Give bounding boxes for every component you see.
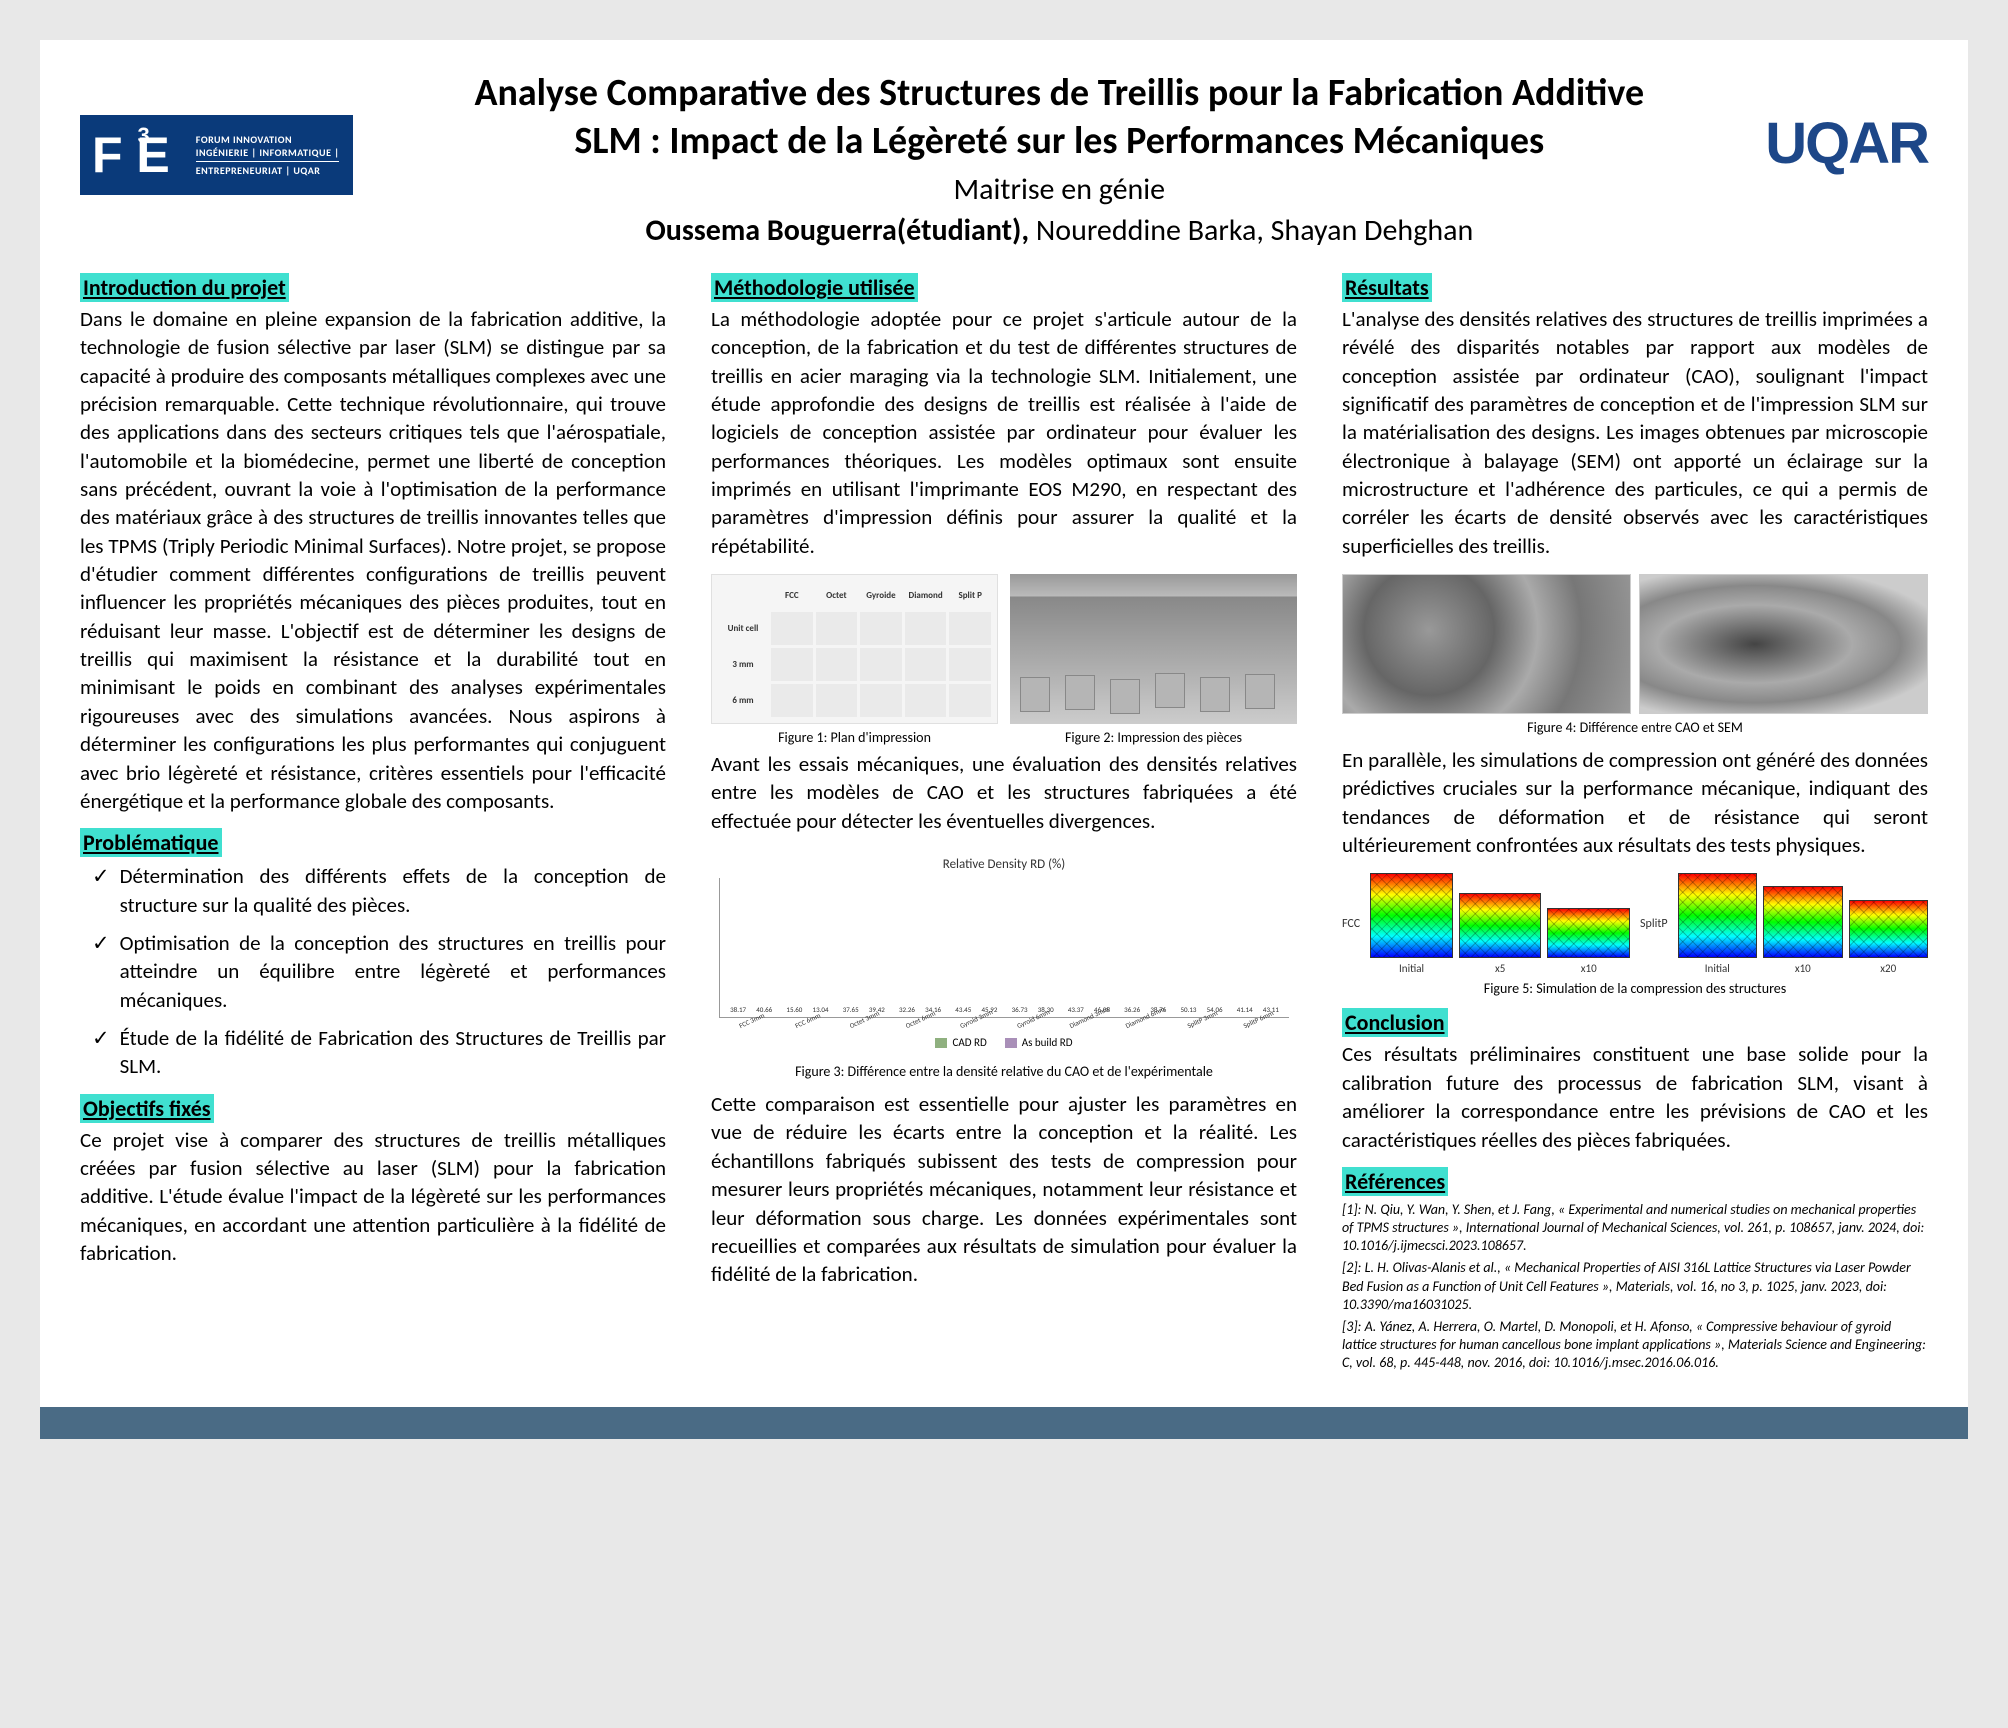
- fig3-caption: Figure 3: Différence entre la densité re…: [711, 1063, 1297, 1080]
- reference-item: [3]: A. Yánez, A. Herrera, O. Martel, D.…: [1342, 1318, 1928, 1373]
- prob-item: ✓Étude de la fidélité de Fabrication des…: [80, 1024, 666, 1081]
- authors: Oussema Bouguerra(étudiant), Noureddine …: [373, 212, 1745, 249]
- sem-image-2: [1639, 574, 1928, 714]
- figure-5: FCCInitialx5x10SplitPInitialx10x20: [1342, 873, 1928, 975]
- bar-chart-area: 38.1740.66FCC 3mm15.6013.04FCC 6mm37.653…: [719, 878, 1289, 1018]
- conc-body: Ces résultats préliminaires constituent …: [1342, 1040, 1928, 1153]
- fig1-fig2-row: FCCOctetGyroideDiamondSplit PUnit cell3 …: [711, 574, 1297, 746]
- header-text-block: Analyse Comparative des Structures de Tr…: [373, 70, 1745, 249]
- fie-sub1: FORUM INNOVATION: [196, 133, 340, 146]
- poster-root: F E 3 FORUM INNOVATION INGÉNIERIE | INFO…: [40, 40, 1968, 1439]
- fig2-photo: [1010, 574, 1297, 724]
- legend-cad-label: CAD RD: [952, 1036, 986, 1049]
- chart-title: Relative Density RD (%): [719, 857, 1289, 872]
- column-mid: Méthodologie utilisée La méthodologie ad…: [711, 274, 1297, 1377]
- footer-bar: [40, 1407, 1968, 1439]
- prob-item: ✓Détermination des différents effets de …: [80, 862, 666, 919]
- prob-heading: Problématique: [80, 828, 222, 857]
- chart-legend: CAD RD As build RD: [719, 1036, 1289, 1049]
- author-main: Oussema Bouguerra(étudiant),: [645, 212, 1029, 249]
- legend-build: As build RD: [1005, 1036, 1073, 1049]
- poster-header: F E 3 FORUM INNOVATION INGÉNIERIE | INFO…: [80, 70, 1928, 249]
- column-left: Introduction du projet Dans le domaine e…: [80, 274, 666, 1377]
- meth-body2: Avant les essais mécaniques, une évaluat…: [711, 750, 1297, 835]
- degree-label: Maitrise en génie: [373, 171, 1745, 208]
- sem-image-1: [1342, 574, 1631, 714]
- reference-item: [1]: N. Qiu, Y. Wan, Y. Shen, et J. Fang…: [1342, 1201, 1928, 1256]
- references-block: [1]: N. Qiu, Y. Wan, Y. Shen, et J. Fang…: [1342, 1201, 1928, 1373]
- poster-title-2: SLM : Impact de la Légèreté sur les Perf…: [373, 118, 1745, 166]
- fie-sub2: INGÉNIERIE | INFORMATIQUE |: [196, 146, 340, 159]
- uqar-text: UQAR: [1765, 110, 1928, 177]
- fie-main-text: F E: [92, 126, 170, 184]
- figure-4: [1342, 574, 1928, 714]
- figure-1: FCCOctetGyroideDiamondSplit PUnit cell3 …: [711, 574, 998, 746]
- fig1-grid: FCCOctetGyroideDiamondSplit PUnit cell3 …: [711, 574, 998, 724]
- prob-list: ✓Détermination des différents effets de …: [80, 862, 666, 1080]
- fie-logo-mark: F E 3: [80, 115, 182, 195]
- fig4-caption: Figure 4: Différence entre CAO et SEM: [1342, 719, 1928, 736]
- res-heading: Résultats: [1342, 273, 1432, 302]
- fig5-caption: Figure 5: Simulation de la compression d…: [1342, 980, 1928, 997]
- author-rest: Noureddine Barka, Shayan Dehghan: [1029, 212, 1473, 249]
- legend-cad: CAD RD: [935, 1036, 986, 1049]
- fie-sub3: ENTREPRENEURIAT | UQAR: [196, 164, 340, 177]
- obj-heading: Objectifs fixés: [80, 1094, 214, 1123]
- fig2-caption: Figure 2: Impression des pièces: [1065, 729, 1242, 746]
- ref-heading: Références: [1342, 1167, 1448, 1196]
- columns: Introduction du projet Dans le domaine e…: [80, 274, 1928, 1377]
- fie-logo-subtext: FORUM INNOVATION INGÉNIERIE | INFORMATIQ…: [182, 115, 354, 195]
- figure-3-chart: Relative Density RD (%) 38.1740.66FCC 3m…: [711, 849, 1297, 1057]
- prob-item: ✓Optimisation de la conception des struc…: [80, 929, 666, 1014]
- res-body1: L'analyse des densités relatives des str…: [1342, 305, 1928, 560]
- conc-heading: Conclusion: [1342, 1008, 1448, 1037]
- meth-body3: Cette comparaison est essentielle pour a…: [711, 1090, 1297, 1288]
- meth-body1: La méthodologie adoptée pour ce projet s…: [711, 305, 1297, 560]
- intro-body: Dans le domaine en pleine expansion de l…: [80, 305, 666, 815]
- poster-title-1: Analyse Comparative des Structures de Tr…: [373, 70, 1745, 118]
- uqar-logo: UQAR: [1765, 110, 1928, 177]
- fig1-caption: Figure 1: Plan d'impression: [778, 729, 931, 746]
- intro-heading: Introduction du projet: [80, 273, 289, 302]
- meth-heading: Méthodologie utilisée: [711, 273, 918, 302]
- obj-body: Ce projet vise à comparer des structures…: [80, 1126, 666, 1268]
- figure-2: Figure 2: Impression des pièces: [1010, 574, 1297, 746]
- fie-sup-text: 3: [138, 123, 150, 149]
- reference-item: [2]: L. H. Olivas-Alanis et al., « Mecha…: [1342, 1259, 1928, 1314]
- fie-logo: F E 3 FORUM INNOVATION INGÉNIERIE | INFO…: [80, 115, 353, 195]
- column-right: Résultats L'analyse des densités relativ…: [1342, 274, 1928, 1377]
- legend-build-label: As build RD: [1022, 1036, 1073, 1049]
- res-body2: En parallèle, les simulations de compres…: [1342, 746, 1928, 859]
